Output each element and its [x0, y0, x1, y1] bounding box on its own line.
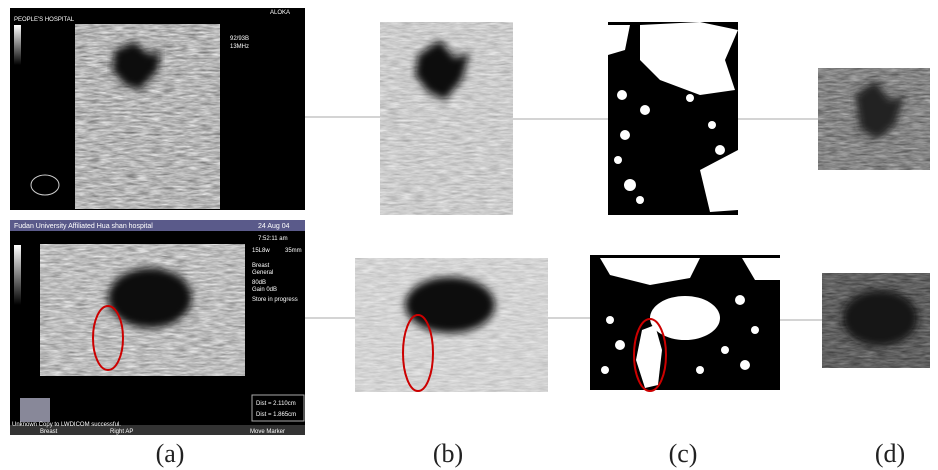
dot	[624, 179, 636, 191]
frame: 92/93B	[230, 36, 249, 42]
dist2: Dist = 1.865cm	[256, 412, 296, 418]
dot	[696, 366, 704, 374]
connectors	[305, 116, 822, 321]
speckle	[75, 24, 220, 209]
hospital: Fudan University Affiliated Hua shan hos…	[14, 223, 153, 230]
message: Unknown Copy to LWDICOM successful.	[12, 422, 121, 428]
time: 7:52:11 am	[258, 236, 288, 242]
blob	[608, 25, 630, 55]
dot	[715, 145, 725, 155]
caption: (c)	[669, 439, 698, 468]
texture-images	[818, 68, 930, 368]
hospital: PEOPLE'S HOSPITAL	[14, 17, 75, 23]
shadow-ellipse	[402, 314, 434, 392]
dist-box	[251, 394, 305, 422]
dot	[601, 366, 609, 374]
dot	[721, 346, 729, 354]
probe: 15L8w	[252, 248, 270, 254]
lesion	[108, 268, 192, 328]
mode: General	[252, 270, 273, 276]
dist1: Dist = 2.110cm	[256, 401, 296, 407]
caption: (b)	[433, 439, 463, 468]
dot	[614, 156, 622, 164]
dot	[640, 105, 650, 115]
gray-bar	[14, 245, 21, 305]
lesion	[112, 42, 160, 90]
lesion	[405, 277, 495, 333]
preset: Breast	[252, 263, 270, 269]
date: 24 Aug 04	[258, 223, 290, 230]
ultrasound-bottom: Fudan University Affiliated Hua shan hos…	[10, 220, 305, 435]
binary-images	[590, 22, 780, 392]
dot	[620, 130, 630, 140]
lesion	[855, 80, 905, 140]
dot	[708, 121, 716, 129]
ultrasound-top: PEOPLE'S HOSPITAL ALOKA 92/93B 13MHz	[10, 8, 305, 210]
blob	[600, 258, 700, 285]
blob	[640, 22, 738, 95]
lesion	[415, 40, 470, 100]
shadow-ellipse	[633, 318, 667, 392]
roi-images	[355, 22, 548, 392]
header-bar	[10, 220, 305, 231]
menu-bar	[10, 425, 305, 435]
body-marker	[30, 174, 60, 196]
caption: (d)	[875, 439, 905, 468]
blob	[636, 325, 662, 388]
menu-item: Move Marker	[250, 429, 285, 435]
dots	[614, 90, 725, 204]
caption: (a)	[156, 439, 185, 468]
dot	[751, 326, 759, 334]
depth: 35mm	[285, 248, 302, 254]
dot	[735, 295, 745, 305]
dot	[740, 360, 750, 370]
lesion	[842, 290, 918, 346]
dot	[615, 340, 625, 350]
status: Store in progress	[252, 297, 298, 303]
brand: ALOKA	[270, 10, 290, 16]
menu-item: Breast	[40, 429, 58, 435]
dot	[636, 196, 644, 204]
freq: 13MHz	[230, 44, 249, 50]
dot	[606, 316, 614, 324]
blob	[650, 296, 720, 340]
dynamic: 80dB	[252, 280, 266, 286]
blob	[742, 258, 780, 280]
blob	[700, 150, 738, 212]
shadow-ellipse	[92, 305, 124, 371]
dot	[617, 90, 627, 100]
menu-item: Right AP	[110, 429, 133, 435]
probe-icon	[20, 398, 50, 422]
dots	[601, 295, 759, 374]
gray-bar	[14, 25, 21, 65]
dot	[686, 94, 694, 102]
gain: Gain 0dB	[252, 287, 277, 293]
